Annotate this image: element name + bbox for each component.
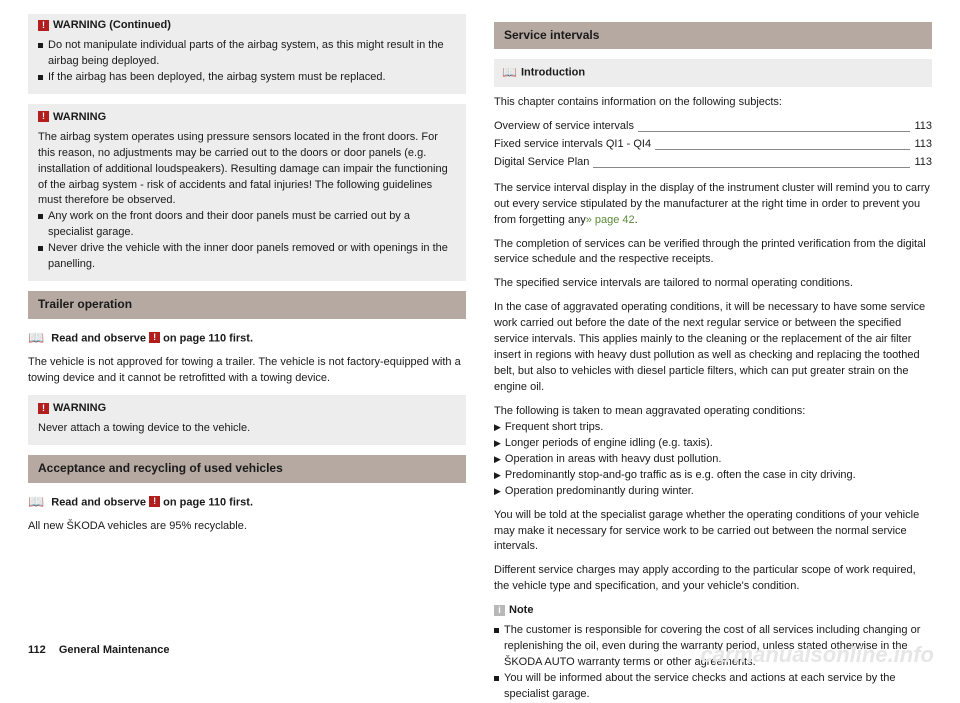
info-icon: i (494, 605, 505, 616)
toc-row: Digital Service Plan 113 (494, 155, 932, 171)
square-bullet-icon (38, 246, 43, 251)
toc-page: 113 (914, 155, 932, 171)
note-text: You will be informed about the service c… (504, 671, 932, 703)
page-number: 112 (28, 644, 46, 656)
triangle-bullet-icon: ▶ (494, 436, 501, 452)
triangle-bullet-icon: ▶ (494, 452, 501, 468)
warning-continued-title: WARNING (Continued) (53, 19, 171, 31)
warning-trailer-title: WARNING (53, 402, 106, 414)
warning-icon: ! (149, 332, 160, 343)
list-item: ▶Operation in areas with heavy dust poll… (494, 452, 932, 468)
warning-bullet: If the airbag has been deployed, the air… (38, 70, 456, 86)
list-text: Frequent short trips. (505, 420, 603, 436)
toc-label: Fixed service intervals QI1 - QI4 (494, 137, 651, 153)
introduction-title: Introduction (521, 67, 585, 79)
watermark: carmanualsonline.info (701, 639, 935, 671)
warning-bullet-text: If the airbag has been deployed, the air… (48, 70, 386, 86)
warning-bullet-text: Do not manipulate individual parts of th… (48, 38, 456, 70)
para-tailored: The specified service intervals are tail… (494, 276, 932, 292)
para-aggravated: In the case of aggravated operating cond… (494, 300, 932, 396)
toc-row: Overview of service intervals 113 (494, 119, 932, 135)
read-observe-prefix: Read and observe (51, 332, 146, 344)
warning-continued-head: ! WARNING (Continued) (38, 18, 456, 34)
toc-label: Overview of service intervals (494, 119, 634, 135)
para-completion: The completion of services can be verifi… (494, 237, 932, 269)
introduction-subsection: 📖 Introduction (494, 59, 932, 87)
toc-label: Digital Service Plan (494, 155, 589, 171)
read-observe-suffix: on page 110 first. (163, 496, 253, 508)
service-section-title: Service intervals (494, 22, 932, 49)
warning-continued-box: ! WARNING (Continued) Do not manipulate i… (28, 14, 466, 94)
warning-icon: ! (149, 496, 160, 507)
triangle-bullet-icon: ▶ (494, 484, 501, 500)
page-link[interactable]: » page 42 (586, 214, 635, 226)
chapter-name: General Maintenance (59, 644, 170, 656)
list-item: ▶Predominantly stop-and-go traffic as is… (494, 468, 932, 484)
note-title: Note (509, 604, 533, 616)
chapter-intro: This chapter contains information on the… (494, 95, 932, 111)
warning-doors-head: ! WARNING (38, 110, 456, 126)
warning-bullet-text: Never drive the vehicle with the inner d… (48, 241, 456, 273)
toc-row: Fixed service intervals QI1 - QI4 113 (494, 137, 932, 153)
read-observe-prefix: Read and observe (51, 496, 146, 508)
toc-line (638, 131, 910, 132)
warning-icon: ! (38, 111, 49, 122)
list-text: Operation in areas with heavy dust pollu… (505, 452, 721, 468)
warning-icon: ! (38, 20, 49, 31)
square-bullet-icon (494, 628, 499, 633)
recycling-section-title: Acceptance and recycling of used vehicle… (28, 455, 466, 482)
book-icon: 📖 (502, 64, 517, 81)
list-text: Predominantly stop-and-go traffic as is … (505, 468, 856, 484)
book-icon: 📖 (28, 330, 44, 345)
toc-page: 113 (914, 119, 932, 135)
para1a: The service interval display in the disp… (494, 182, 930, 226)
toc-line (593, 167, 910, 168)
square-bullet-icon (38, 43, 43, 48)
warning-bullet: Any work on the front doors and their do… (38, 209, 456, 241)
warning-doors-title: WARNING (53, 111, 106, 123)
page-footer: 112 General Maintenance (28, 643, 169, 659)
triangle-bullet-icon: ▶ (494, 420, 501, 436)
aggravated-list: ▶Frequent short trips. ▶Longer periods o… (494, 420, 932, 500)
read-observe-trailer: 📖 Read and observe ! on page 110 first. (28, 329, 466, 348)
warning-bullet: Never drive the vehicle with the inner d… (38, 241, 456, 273)
warning-trailer-head: ! WARNING (38, 401, 456, 417)
warning-doors-box: ! WARNING The airbag system operates usin… (28, 104, 466, 281)
aggr-intro: The following is taken to mean aggravate… (494, 404, 932, 420)
book-icon: 📖 (28, 494, 44, 509)
para-garage: You will be told at the specialist garag… (494, 508, 932, 556)
recycling-body: All new ŠKODA vehicles are 95% recyclabl… (28, 519, 466, 535)
warning-trailer-box: ! WARNING Never attach a towing device to… (28, 395, 466, 445)
warning-doors-intro: The airbag system operates using pressur… (38, 130, 456, 210)
warning-trailer-text: Never attach a towing device to the vehi… (38, 421, 456, 437)
toc-page: 113 (914, 137, 932, 153)
read-observe-recycling: 📖 Read and observe ! on page 110 first. (28, 493, 466, 512)
toc-line (655, 149, 910, 150)
warning-bullet-text: Any work on the front doors and their do… (48, 209, 456, 241)
trailer-body: The vehicle is not approved for towing a… (28, 355, 466, 387)
warning-icon: ! (38, 403, 49, 414)
para-reminder: The service interval display in the disp… (494, 181, 932, 229)
para-charges: Different service charges may apply acco… (494, 563, 932, 595)
warning-bullet: Do not manipulate individual parts of th… (38, 38, 456, 70)
read-observe-suffix: on page 110 first. (163, 332, 253, 344)
square-bullet-icon (38, 214, 43, 219)
toc: Overview of service intervals 113 Fixed … (494, 119, 932, 171)
note-head: i Note (494, 603, 932, 619)
list-item: ▶Longer periods of engine idling (e.g. t… (494, 436, 932, 452)
list-text: Operation predominantly during winter. (505, 484, 694, 500)
list-item: ▶Operation predominantly during winter. (494, 484, 932, 500)
square-bullet-icon (38, 75, 43, 80)
note-bullet: You will be informed about the service c… (494, 671, 932, 703)
para1b: . (635, 214, 638, 226)
list-text: Longer periods of engine idling (e.g. ta… (505, 436, 713, 452)
triangle-bullet-icon: ▶ (494, 468, 501, 484)
list-item: ▶Frequent short trips. (494, 420, 932, 436)
trailer-section-title: Trailer operation (28, 291, 466, 318)
